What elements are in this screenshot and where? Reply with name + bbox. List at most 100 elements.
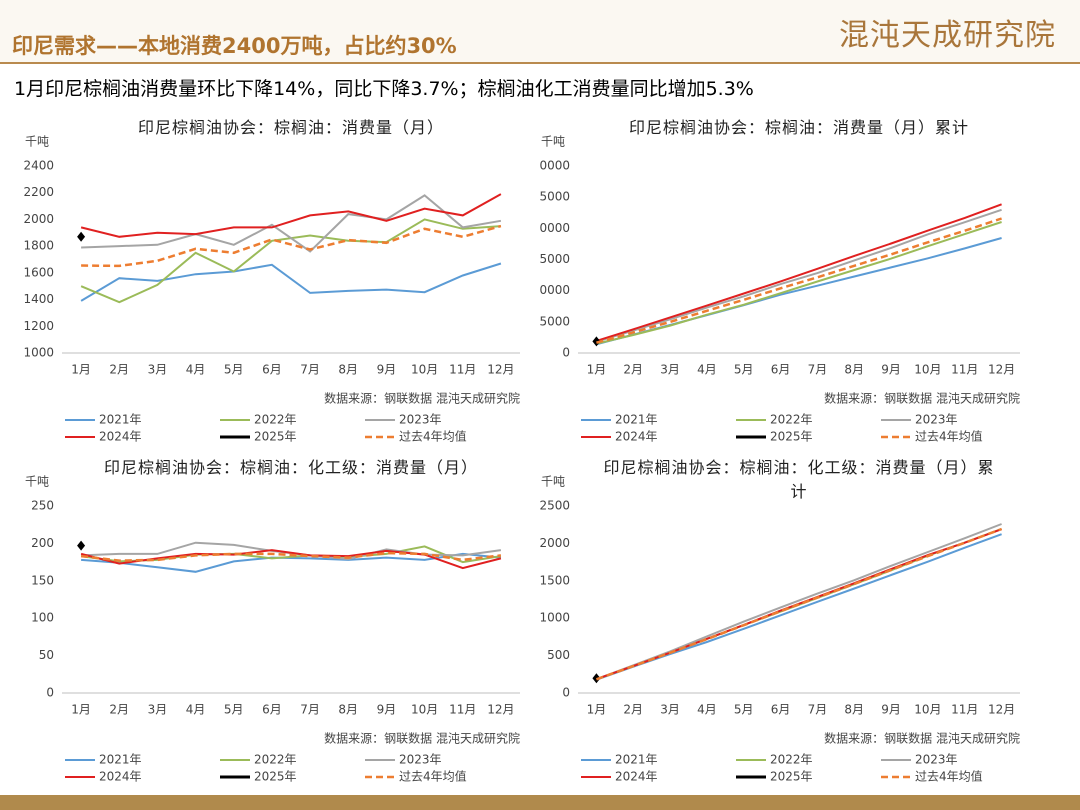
- y-tick-label: 1500: [540, 573, 570, 587]
- x-tick-label: 8月: [844, 703, 864, 717]
- legend-label: 过去4年均值: [399, 429, 467, 444]
- series-line: [80, 551, 502, 562]
- y-tick-label: 250: [31, 499, 54, 513]
- chart-title: 印尼棕榈油协会：棕榈油：消费量（月）累计: [628, 118, 969, 137]
- x-tick-label: 3月: [660, 703, 680, 717]
- x-tick-label: 5月: [734, 363, 754, 377]
- legend-label: 2025年: [770, 430, 813, 444]
- x-tick-label: 8月: [844, 363, 864, 377]
- y-tick-label: 1000: [23, 346, 54, 360]
- y-tick-label: 200: [31, 536, 54, 550]
- legend-label: 过去4年均值: [915, 769, 983, 784]
- series-line: [596, 221, 1002, 345]
- y-tick-label: 0: [562, 346, 570, 360]
- series-line: [81, 552, 501, 573]
- x-tick-label: 10月: [411, 363, 438, 377]
- x-tick-label: 10月: [914, 703, 941, 717]
- x-tick-label: 9月: [881, 703, 901, 717]
- x-tick-label: 11月: [449, 363, 476, 377]
- chart: 千吨 0 500 1000 1500 2000 2500 1月 2月 3月 4月 5月 6月 7月 8月 9月…: [540, 475, 1020, 784]
- y-tick-label: 2400: [23, 159, 54, 173]
- point-marker: [77, 231, 86, 242]
- x-tick-label: 12月: [487, 363, 514, 377]
- x-tick-label: 6月: [771, 363, 791, 377]
- x-tick-label: 12月: [988, 363, 1015, 377]
- slide-title: 印尼需求——本地消费2400万吨，占比约30%: [12, 34, 457, 58]
- legend-label: 2024年: [99, 430, 142, 444]
- y-tick-label: 15000: [540, 252, 570, 266]
- x-tick-label: 4月: [186, 703, 206, 717]
- series-line: [81, 194, 502, 253]
- x-tick-label: 5月: [734, 703, 754, 717]
- x-tick-label: 11月: [951, 703, 978, 717]
- y-tick-label: 0: [46, 686, 54, 700]
- x-tick-label: 5月: [224, 703, 244, 717]
- x-tick-label: 9月: [377, 703, 397, 717]
- legend-label: 2021年: [615, 413, 658, 427]
- x-tick-label: 11月: [951, 363, 978, 377]
- chart-panel: 印尼棕榈油协会：棕榈油：化工级：消费量（月）累计 千吨 0 500 1000 1500 20…: [540, 450, 1080, 790]
- series-line: [596, 523, 1002, 681]
- series-line: [596, 217, 1002, 344]
- x-tick-label: 8月: [338, 703, 358, 717]
- x-tick-label: 2月: [623, 363, 643, 377]
- point-marker: [77, 540, 86, 551]
- source: 数据来源：钢联数据 混沌天成研究院: [324, 391, 520, 406]
- x-tick-label: 10月: [914, 363, 941, 377]
- x-tick-label: 2月: [623, 703, 643, 717]
- x-tick-label: 1月: [71, 703, 91, 717]
- legend-label: 2023年: [399, 413, 442, 427]
- subtitle: 1月印尼棕榈油消费量环比下降14%，同比下降3.7%；棕榈油化工消费量同比增加5…: [14, 78, 754, 100]
- y-tick-label: 25000: [540, 190, 570, 204]
- legend-label: 过去4年均值: [399, 769, 467, 784]
- x-tick-label: 3月: [148, 363, 168, 377]
- x-tick-label: 10月: [411, 703, 438, 717]
- y-tick-label: 1400: [23, 292, 54, 306]
- y-tick-label: 5000: [540, 314, 570, 328]
- x-tick-label: 3月: [148, 703, 168, 717]
- x-tick-label: 7月: [300, 703, 320, 717]
- series-line: [595, 527, 1003, 681]
- y-tick-label: 2500: [540, 499, 570, 513]
- y-tick-label: 1800: [23, 239, 54, 253]
- x-tick-label: 7月: [808, 703, 828, 717]
- footer-bar: [0, 795, 1080, 810]
- x-tick-label: 4月: [186, 363, 206, 377]
- chart-title: 印尼棕榈油协会：棕榈油：消费量（月）: [137, 118, 444, 137]
- source: 数据来源：钢联数据 混沌天成研究院: [824, 731, 1020, 746]
- y-tick-label: 100: [31, 611, 54, 625]
- chart-title: 印尼棕榈油协会：棕榈油：化工级：消费量（月）累计: [603, 458, 995, 501]
- x-tick-label: 2月: [109, 703, 129, 717]
- legend-label: 2023年: [915, 753, 958, 767]
- chart-panel: 印尼棕榈油协会：棕榈油：化工级：消费量（月） 千吨 0 50 100 150 200 250 1…: [0, 450, 540, 790]
- y-unit: 千吨: [25, 475, 49, 489]
- x-tick-label: 11月: [449, 703, 476, 717]
- x-tick-label: 1月: [71, 363, 91, 377]
- legend-label: 2023年: [915, 413, 958, 427]
- legend-label: 2021年: [99, 413, 142, 427]
- legend-label: 2021年: [615, 753, 658, 767]
- x-tick-label: 1月: [587, 703, 607, 717]
- chart-panel: 印尼棕榈油协会：棕榈油：消费量（月） 千吨 1000 1200 1400 1600 1800…: [0, 110, 540, 450]
- chart: 千吨 1000 1200 1400 1600 1800 2000 2200 2400 1月 2月 3月…: [23, 135, 520, 444]
- x-tick-label: 2月: [109, 363, 129, 377]
- y-tick-label: 2200: [23, 185, 54, 199]
- y-unit: 千吨: [541, 475, 565, 489]
- x-tick-label: 6月: [262, 363, 282, 377]
- series-line: [596, 208, 1002, 343]
- y-tick-label: 20000: [540, 221, 570, 235]
- x-tick-label: 9月: [377, 363, 397, 377]
- chart-title: 印尼棕榈油协会：棕榈油：化工级：消费量（月）: [103, 458, 478, 477]
- y-tick-label: 30000: [540, 159, 570, 173]
- y-unit: 千吨: [25, 135, 49, 149]
- y-tick-label: 150: [31, 573, 54, 587]
- x-tick-label: 8月: [338, 363, 358, 377]
- header: 印尼需求——本地消费2400万吨，占比约30% 混沌天成研究院: [0, 0, 1080, 64]
- legend-label: 2022年: [254, 413, 297, 427]
- legend-label: 2024年: [615, 770, 658, 784]
- y-tick-label: 1000: [540, 611, 570, 625]
- x-tick-label: 12月: [988, 703, 1015, 717]
- series-line: [80, 262, 502, 302]
